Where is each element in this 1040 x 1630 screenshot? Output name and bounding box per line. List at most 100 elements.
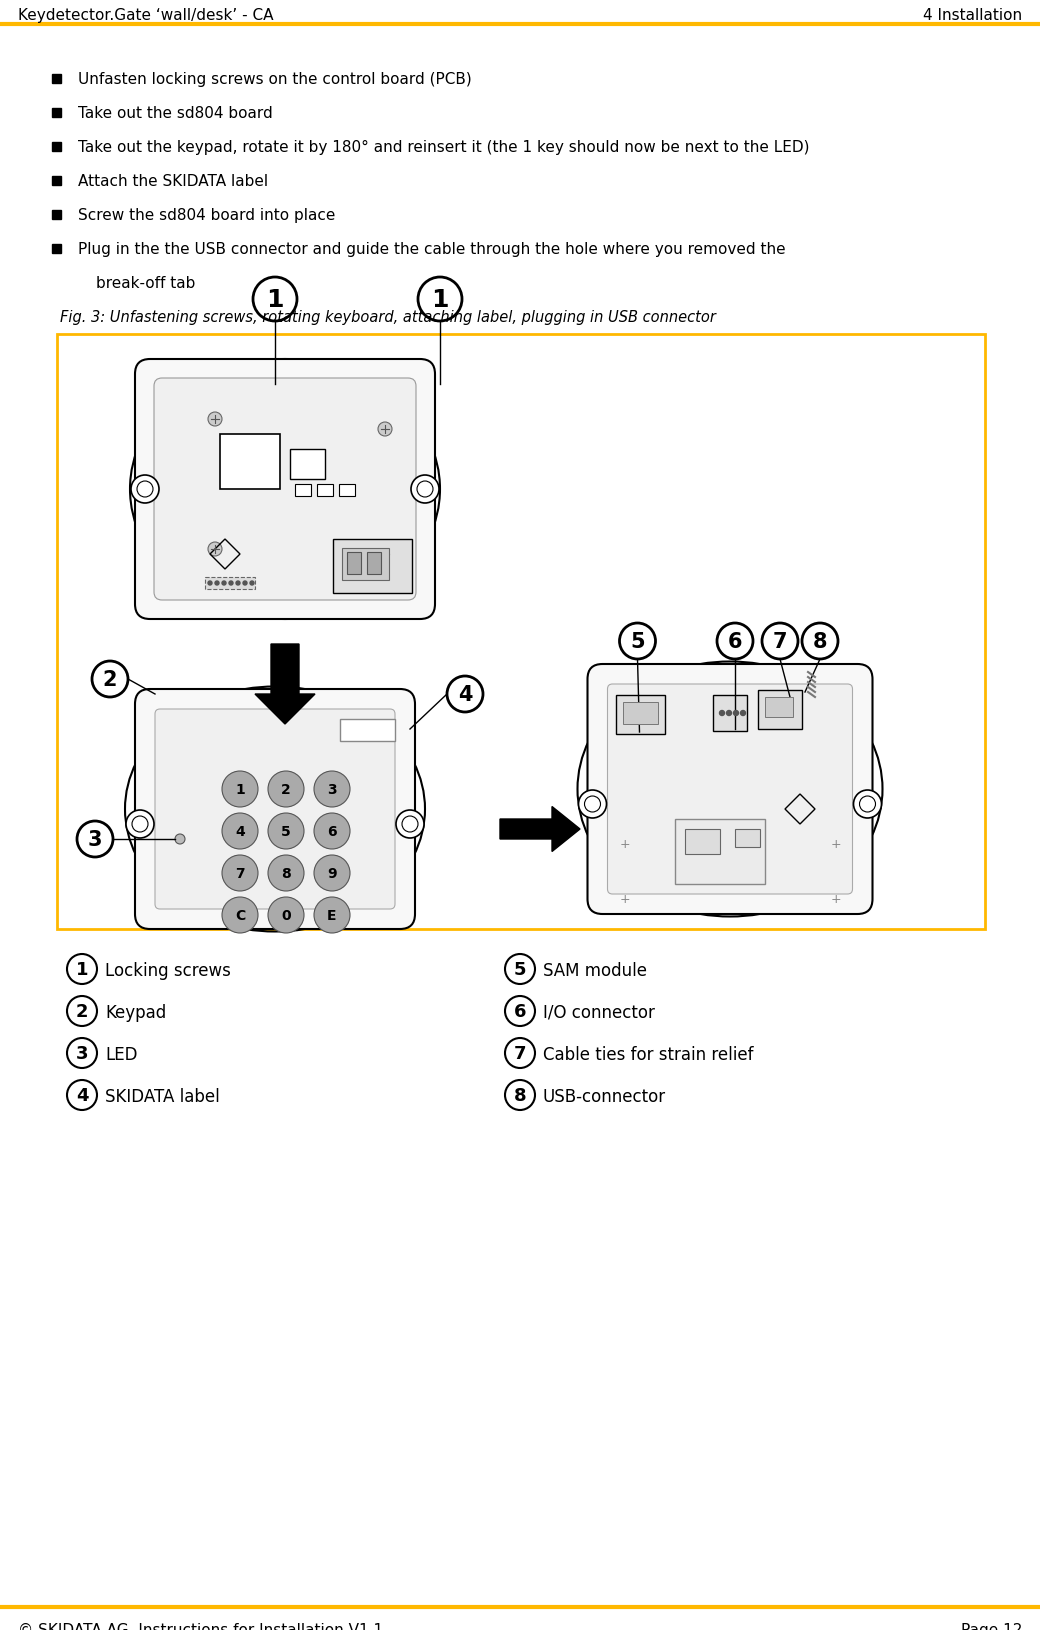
Circle shape: [131, 476, 159, 504]
Text: Cable ties for strain relief: Cable ties for strain relief: [543, 1045, 754, 1063]
Text: Keydetector.Gate ‘wall/desk’ - CA: Keydetector.Gate ‘wall/desk’ - CA: [18, 8, 274, 23]
Circle shape: [243, 582, 248, 585]
FancyBboxPatch shape: [135, 360, 435, 619]
Circle shape: [378, 548, 392, 562]
Circle shape: [175, 835, 185, 844]
Circle shape: [268, 771, 304, 807]
Text: E: E: [328, 908, 337, 923]
Text: © SKIDATA AG, Instructions for Installation V1.1: © SKIDATA AG, Instructions for Installat…: [18, 1622, 383, 1630]
Bar: [52, 176, 61, 186]
Text: Locking screws: Locking screws: [105, 962, 231, 980]
Text: 2: 2: [76, 1002, 88, 1020]
Text: Take out the keypad, rotate it by 180° and reinsert it (the 1 key should now be : Take out the keypad, rotate it by 180° a…: [78, 140, 809, 155]
Text: 2: 2: [281, 782, 291, 797]
Text: 3: 3: [76, 1045, 88, 1063]
Text: 6: 6: [514, 1002, 526, 1020]
Circle shape: [268, 898, 304, 934]
Text: 0: 0: [281, 908, 291, 923]
Text: 5: 5: [281, 825, 291, 838]
Text: break-off tab: break-off tab: [96, 275, 196, 290]
Circle shape: [740, 711, 746, 716]
Circle shape: [222, 856, 258, 892]
Text: 6: 6: [728, 631, 743, 652]
Bar: [339, 484, 355, 497]
FancyBboxPatch shape: [713, 696, 747, 732]
Text: 1: 1: [235, 782, 244, 797]
Text: +: +: [619, 893, 630, 906]
Text: Screw the sd804 board into place: Screw the sd804 board into place: [78, 209, 335, 223]
Bar: [57, 334, 985, 929]
FancyBboxPatch shape: [135, 689, 415, 929]
Text: 5: 5: [514, 960, 526, 978]
Text: 8: 8: [514, 1086, 526, 1104]
Circle shape: [222, 898, 258, 934]
Circle shape: [727, 711, 731, 716]
Circle shape: [208, 582, 212, 585]
Bar: [735, 830, 760, 848]
Circle shape: [733, 711, 738, 716]
Text: 4: 4: [235, 825, 244, 838]
Text: +: +: [830, 838, 840, 851]
Text: 3: 3: [328, 782, 337, 797]
Text: 8: 8: [281, 867, 291, 880]
Text: 4: 4: [76, 1086, 88, 1104]
Text: 4 Installation: 4 Installation: [922, 8, 1022, 23]
Circle shape: [268, 856, 304, 892]
Bar: [295, 484, 311, 497]
FancyBboxPatch shape: [154, 378, 416, 600]
Text: 9: 9: [328, 867, 337, 880]
Bar: [220, 435, 280, 489]
Circle shape: [126, 810, 154, 838]
Bar: [52, 75, 61, 83]
Text: 4: 4: [458, 685, 472, 704]
Circle shape: [314, 771, 350, 807]
FancyBboxPatch shape: [758, 691, 802, 730]
Text: 1: 1: [432, 289, 448, 311]
Text: 7: 7: [773, 631, 787, 652]
Circle shape: [268, 813, 304, 849]
Circle shape: [215, 582, 219, 585]
Text: Plug in the the USB connector and guide the cable through the hole where you rem: Plug in the the USB connector and guide …: [78, 241, 785, 258]
Text: 6: 6: [328, 825, 337, 838]
Circle shape: [236, 582, 240, 585]
FancyBboxPatch shape: [155, 709, 395, 910]
FancyArrow shape: [500, 807, 580, 852]
Bar: [340, 719, 395, 742]
Text: 3: 3: [87, 830, 102, 849]
FancyBboxPatch shape: [623, 703, 657, 725]
Text: Page 12: Page 12: [961, 1622, 1022, 1630]
FancyBboxPatch shape: [588, 665, 873, 914]
Circle shape: [854, 791, 882, 818]
Text: SAM module: SAM module: [543, 962, 647, 980]
Text: +: +: [830, 893, 840, 906]
Circle shape: [222, 771, 258, 807]
Circle shape: [314, 856, 350, 892]
Text: 8: 8: [812, 631, 827, 652]
Text: 1: 1: [76, 960, 88, 978]
FancyBboxPatch shape: [607, 685, 853, 895]
Bar: [52, 109, 61, 117]
Text: Fig. 3: Unfastening screws, rotating keyboard, attaching label, plugging in USB : Fig. 3: Unfastening screws, rotating key…: [60, 310, 716, 324]
Bar: [205, 577, 255, 590]
Circle shape: [208, 543, 222, 557]
Text: LED: LED: [105, 1045, 137, 1063]
Text: 7: 7: [514, 1045, 526, 1063]
FancyBboxPatch shape: [342, 549, 389, 580]
Circle shape: [396, 810, 424, 838]
Circle shape: [378, 422, 392, 437]
Text: Unfasten locking screws on the control board (PCB): Unfasten locking screws on the control b…: [78, 72, 472, 86]
Circle shape: [208, 412, 222, 427]
Circle shape: [314, 898, 350, 934]
Text: USB-connector: USB-connector: [543, 1087, 667, 1105]
Circle shape: [411, 476, 439, 504]
Bar: [675, 820, 765, 885]
Circle shape: [720, 711, 725, 716]
Bar: [290, 450, 324, 479]
FancyBboxPatch shape: [333, 540, 412, 593]
Bar: [347, 553, 361, 575]
Text: +: +: [619, 838, 630, 851]
Bar: [52, 244, 61, 253]
Text: SKIDATA label: SKIDATA label: [105, 1087, 219, 1105]
Text: 1: 1: [266, 289, 284, 311]
Text: Attach the SKIDATA label: Attach the SKIDATA label: [78, 174, 268, 189]
